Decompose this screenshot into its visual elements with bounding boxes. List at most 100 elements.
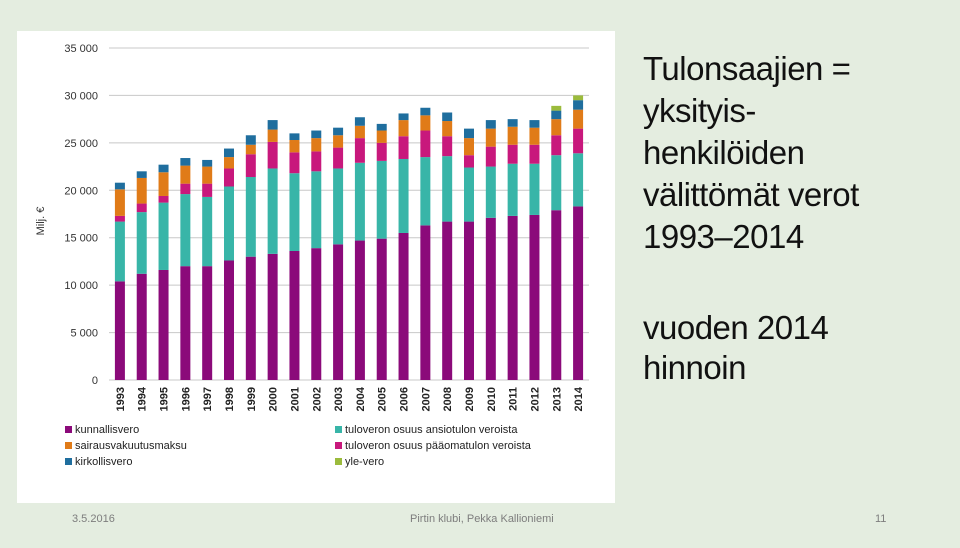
y-tick-label: 5 000 [70, 328, 98, 340]
bar-segment-1996-s1 [180, 194, 191, 267]
bar-segment-2007-s4 [420, 107, 431, 116]
bar-segment-2014-s2 [573, 128, 584, 154]
bar-segment-2003-s3 [333, 135, 344, 148]
bar-segment-2005-s4 [376, 123, 387, 131]
bar-segment-1999-s0 [245, 256, 256, 380]
footer-date: 3.5.2016 [72, 513, 115, 525]
bar-segment-2001-s1 [289, 173, 300, 251]
bar-segment-1999-s2 [245, 154, 256, 178]
legend-label: tuloveron osuus pääomatulon veroista [345, 440, 532, 452]
bar-segment-1996-s2 [180, 183, 191, 195]
bar-segment-1998-s2 [224, 168, 234, 187]
bar-segment-2003-s1 [333, 168, 344, 245]
bar-segment-2008-s3 [442, 121, 453, 137]
y-axis-label: Milj. € [35, 207, 47, 236]
footer-presenter: Pirtin klubi, Pekka Kallioniemi [410, 513, 554, 525]
bar-segment-2001-s4 [289, 133, 300, 141]
bar-segment-2013-s4 [551, 110, 562, 120]
bar-segment-1993-s3 [114, 189, 125, 216]
legend-label: kirkollisvero [75, 456, 132, 468]
chart-panel: 0 5 000 10 000 15 000 20 000 25 000 30 000 35 0… [17, 31, 615, 503]
bar-segment-2002-s2 [311, 151, 322, 172]
y-tick-label: 10 000 [64, 280, 98, 292]
bar-segment-2003-s4 [333, 127, 344, 136]
bar-segment-2013-s3 [551, 119, 562, 136]
bar-segment-2010-s3 [485, 128, 496, 147]
bar-segment-1997-s3 [202, 166, 213, 184]
legend-swatch [335, 442, 342, 449]
bar-segment-1997-s2 [202, 183, 213, 197]
x-tick-label: 2004 [355, 386, 367, 411]
bar-segment-2009-s4 [464, 128, 474, 139]
x-tick-label: 2005 [377, 387, 389, 411]
title-line-2: yksityis- [643, 92, 756, 129]
bar-segment-1999-s1 [245, 177, 256, 257]
bar-segment-1994-s3 [136, 177, 147, 204]
x-tick-label: 2003 [333, 387, 345, 411]
x-tick-label: 1994 [137, 386, 149, 411]
bar-segment-2003-s2 [333, 147, 344, 169]
bar-segment-2007-s0 [420, 225, 431, 380]
bar-segment-1994-s2 [136, 203, 147, 213]
bar-segment-2012-s1 [529, 163, 540, 215]
x-tick-label: 1999 [246, 387, 258, 411]
bar-segment-1996-s3 [180, 165, 191, 184]
bar-segment-1996-s0 [180, 266, 191, 380]
bar-segment-1997-s0 [202, 266, 213, 380]
x-tick-label: 1998 [224, 387, 236, 411]
x-tick-label: 2000 [268, 387, 280, 411]
bar-segment-2004-s2 [354, 138, 365, 163]
x-tick-label: 2002 [311, 387, 323, 411]
bar-segment-2013-s1 [551, 155, 562, 211]
legend-label: yle-vero [345, 456, 384, 468]
bar-segment-1995-s2 [158, 195, 169, 203]
bar-segment-2014-s5 [573, 95, 584, 101]
bar-segment-1997-s4 [202, 159, 213, 167]
bar-segment-2000-s0 [267, 253, 278, 380]
x-tick-label: 2008 [442, 387, 454, 411]
bar-segment-2002-s3 [311, 138, 322, 152]
bar-segment-2007-s3 [420, 115, 431, 131]
bar-segment-2005-s1 [376, 160, 387, 239]
bar-segment-2009-s2 [464, 155, 474, 168]
x-tick-label: 1995 [159, 387, 171, 411]
bar-segment-1995-s4 [158, 164, 169, 173]
x-tick-label: 2014 [573, 386, 585, 411]
bar-segment-1995-s3 [158, 172, 169, 196]
bar-segment-2001-s2 [289, 152, 300, 174]
y-tick-label: 20 000 [64, 185, 98, 197]
bar-segment-2006-s3 [398, 120, 409, 137]
bar-segment-2014-s4 [573, 100, 584, 110]
title-line-1: Tulonsaajien = [643, 50, 851, 87]
bar-segment-2014-s3 [573, 109, 584, 129]
legend-swatch [65, 458, 72, 465]
x-tick-label: 2010 [486, 387, 498, 411]
subtitle-line-1: vuoden 2014 [643, 309, 829, 346]
bar-segment-2014-s0 [573, 206, 584, 380]
bar-segment-1998-s3 [224, 157, 234, 169]
subtitle-line-2: hinnoin [643, 349, 746, 386]
y-tick-label: 35 000 [64, 43, 98, 55]
bar-segment-2002-s1 [311, 171, 322, 249]
bar-segment-2002-s0 [311, 248, 322, 380]
x-tick-label: 1997 [202, 387, 214, 411]
bar-segment-2010-s4 [485, 120, 496, 129]
legend-swatch [335, 458, 342, 465]
bar-segment-2014-s1 [573, 153, 584, 207]
bar-segment-1993-s1 [114, 221, 125, 282]
bar-segment-2013-s2 [551, 135, 562, 156]
bar-segment-2005-s0 [376, 238, 387, 380]
bar-segment-2009-s3 [464, 138, 474, 156]
bar-segment-2005-s3 [376, 130, 387, 143]
bar-segment-1996-s4 [180, 158, 191, 166]
bar-segment-2012-s0 [529, 214, 540, 380]
x-tick-label: 2006 [399, 387, 411, 411]
bar-segment-1997-s1 [202, 196, 213, 267]
bar-segment-2011-s4 [507, 119, 518, 127]
legend-label: tuloveron osuus ansiotulon veroista [345, 424, 518, 436]
bar-segment-2010-s1 [485, 166, 496, 218]
y-tick-label: 0 [92, 375, 98, 387]
x-tick-label: 2012 [529, 387, 541, 411]
bar-segment-2008-s1 [442, 156, 453, 222]
